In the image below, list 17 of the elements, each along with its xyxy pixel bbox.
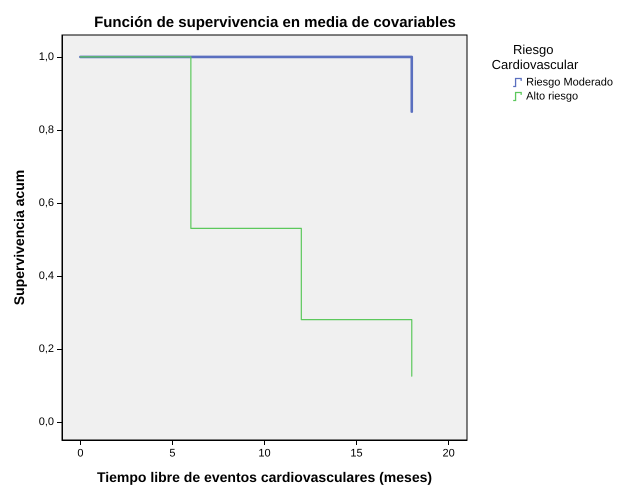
x-tick-label: 20 — [442, 448, 455, 460]
x-tick-label: 15 — [350, 448, 363, 460]
y-tick-label: 0,8 — [38, 124, 54, 136]
y-tick-label: 0,2 — [38, 342, 54, 355]
legend-title: Riesgo Cardiovascular — [492, 42, 580, 72]
chart-title: Función de supervivencia en media de covariables — [94, 14, 456, 31]
y-tick-label: 0,0 — [38, 416, 54, 428]
x-tick-label: 5 — [169, 448, 176, 460]
y-tick-label: 1,0 — [38, 50, 54, 63]
legend-label: Riesgo Moderado — [526, 76, 614, 88]
y-tick-label: 0,6 — [38, 196, 54, 209]
y-axis-title: Supervivencia acum — [11, 170, 27, 306]
x-tick-label: 10 — [258, 448, 271, 460]
y-tick-label: 0,4 — [38, 270, 54, 282]
x-tick-label: 0 — [77, 448, 84, 460]
legend-label: Alto riesgo — [526, 90, 578, 102]
x-axis-title: Tiempo libre de eventos cardiovasculares (meses) — [96, 469, 432, 485]
